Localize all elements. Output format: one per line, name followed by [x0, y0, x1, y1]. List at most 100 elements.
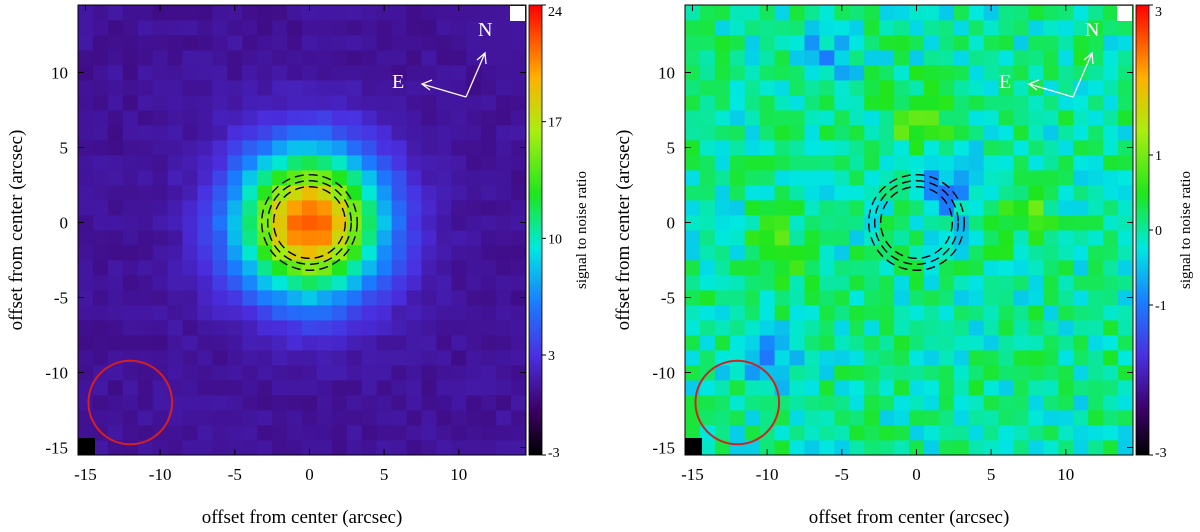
- heatmap-cell: [1043, 50, 1059, 66]
- heatmap-cell: [1073, 260, 1089, 276]
- heatmap-cell: [466, 140, 482, 156]
- heatmap-cell: [257, 440, 273, 456]
- heatmap-cell: [361, 305, 378, 321]
- heatmap-cell: [923, 155, 940, 171]
- right-aperture-circles: [867, 174, 965, 271]
- heatmap-cell: [819, 350, 835, 366]
- heatmap-cell: [242, 185, 258, 201]
- left-compass-north-arrow: [465, 52, 486, 98]
- heatmap-cell: [287, 275, 303, 291]
- heatmap-cell: [212, 200, 228, 216]
- heatmap-cell: [983, 275, 999, 291]
- heatmap-cell: [331, 305, 348, 321]
- heatmap-cell: [272, 95, 288, 111]
- heatmap-cell: [774, 140, 790, 156]
- heatmap-cell: [496, 365, 512, 381]
- right-colorbar-label: signal to noise ratio: [1178, 171, 1194, 289]
- heatmap-cell: [182, 155, 198, 171]
- heatmap-cell: [894, 80, 910, 96]
- heatmap-cell: [759, 140, 775, 156]
- y-tick-label: 0: [60, 214, 69, 233]
- heatmap-cell: [361, 125, 378, 141]
- heatmap-cell: [998, 410, 1014, 426]
- heatmap-cell: [923, 275, 940, 291]
- heatmap-cell: [361, 95, 378, 111]
- heatmap-cell: [302, 395, 318, 411]
- heatmap-cell: [466, 365, 482, 381]
- heatmap-cell: [968, 140, 985, 156]
- heatmap-cell: [1118, 380, 1134, 396]
- heatmap-cell: [496, 275, 512, 291]
- heatmap-cell: [391, 50, 407, 66]
- heatmap-cell: [789, 410, 805, 426]
- heatmap-cell: [744, 410, 761, 426]
- heatmap-cell: [938, 215, 955, 231]
- heatmap-cell: [909, 410, 925, 426]
- heatmap-cell: [227, 335, 243, 351]
- heatmap-cell: [227, 365, 243, 381]
- heatmap-cell: [152, 440, 168, 456]
- heatmap-cell: [1073, 80, 1089, 96]
- heatmap-cell: [242, 5, 258, 21]
- colorbar-tick-label: 10: [548, 232, 562, 247]
- heatmap-cell: [1043, 335, 1059, 351]
- heatmap-cell: [197, 125, 213, 141]
- heatmap-cell: [685, 80, 701, 96]
- heatmap-cell: [167, 440, 183, 456]
- heatmap-cell: [227, 170, 243, 186]
- heatmap-cell: [774, 245, 790, 261]
- heatmap-cell: [137, 20, 154, 36]
- heatmap-cell: [983, 260, 999, 276]
- heatmap-cell: [909, 80, 925, 96]
- heatmap-cell: [849, 80, 865, 96]
- heatmap-cell: [729, 305, 746, 321]
- heatmap-cell: [744, 245, 761, 261]
- heatmap-cell: [879, 50, 895, 66]
- heatmap-cell: [481, 395, 497, 411]
- heatmap-cell: [983, 230, 999, 246]
- heatmap-cell: [685, 395, 701, 411]
- heatmap-cell: [1028, 80, 1044, 96]
- heatmap-cell: [406, 335, 422, 351]
- heatmap-cell: [466, 425, 482, 441]
- heatmap-cell: [729, 65, 746, 81]
- heatmap-cell: [331, 260, 348, 276]
- heatmap-cell: [1058, 125, 1074, 141]
- heatmap-cell: [78, 215, 94, 231]
- heatmap-cell: [302, 335, 318, 351]
- heatmap-cell: [107, 35, 124, 51]
- left-corner-marker: [78, 438, 95, 455]
- heatmap-cell: [331, 380, 348, 396]
- heatmap-cell: [167, 200, 183, 216]
- heatmap-cell: [923, 410, 940, 426]
- heatmap-cell: [122, 20, 139, 36]
- heatmap-cell: [361, 170, 378, 186]
- heatmap-cell: [879, 440, 895, 456]
- heatmap-cell: [346, 305, 363, 321]
- heatmap-cell: [227, 65, 243, 81]
- heatmap-cell: [864, 410, 880, 426]
- heatmap-cell: [983, 20, 999, 36]
- heatmap-cell: [685, 245, 701, 261]
- heatmap-cell: [774, 50, 790, 66]
- heatmap-cell: [436, 200, 452, 216]
- heatmap-cell: [346, 440, 363, 456]
- y-tick-label: -5: [54, 289, 68, 308]
- heatmap-cell: [983, 290, 999, 306]
- heatmap-cell: [122, 185, 139, 201]
- heatmap-cell: [481, 35, 497, 51]
- heatmap-cell: [685, 365, 701, 381]
- heatmap-cell: [182, 320, 198, 336]
- heatmap-cell: [1043, 125, 1059, 141]
- heatmap-cell: [729, 125, 746, 141]
- heatmap-cell: [302, 215, 318, 231]
- left-compass: [420, 51, 487, 98]
- heatmap-cell: [909, 425, 925, 441]
- heatmap-cell: [685, 125, 701, 141]
- heatmap-cell: [421, 260, 437, 276]
- heatmap-cell: [152, 140, 168, 156]
- heatmap-cell: [167, 365, 183, 381]
- heatmap-cell: [376, 170, 392, 186]
- heatmap-cell: [1043, 110, 1059, 126]
- heatmap-cell: [257, 245, 273, 261]
